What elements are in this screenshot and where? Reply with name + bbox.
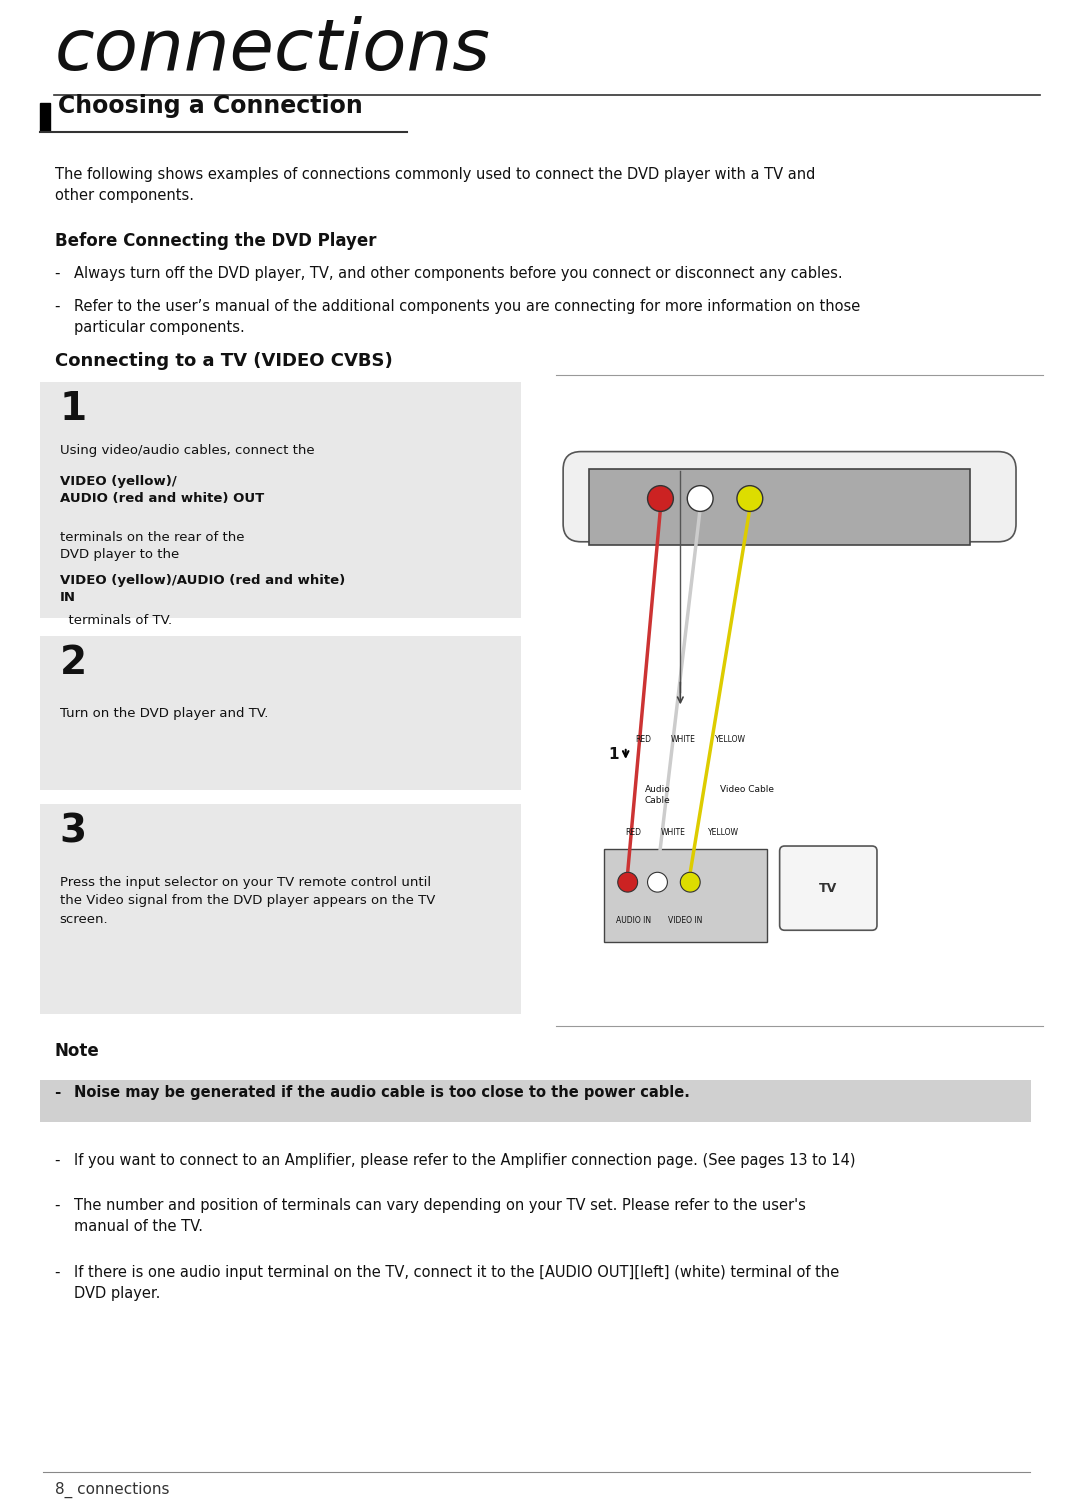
Text: TV: TV bbox=[819, 881, 837, 895]
Text: 3: 3 bbox=[59, 813, 86, 851]
Text: Noise may be generated if the audio cable is too close to the power cable.: Noise may be generated if the audio cabl… bbox=[75, 1085, 690, 1100]
Text: Note: Note bbox=[55, 1043, 99, 1061]
Text: Video Cable: Video Cable bbox=[720, 784, 774, 793]
Text: terminals on the rear of the
DVD player to the: terminals on the rear of the DVD player … bbox=[59, 530, 244, 561]
Text: The number and position of terminals can vary depending on your TV set. Please r: The number and position of terminals can… bbox=[75, 1198, 807, 1234]
FancyBboxPatch shape bbox=[604, 849, 767, 943]
Bar bbox=[40, 103, 50, 130]
Circle shape bbox=[737, 485, 762, 511]
Text: connections: connections bbox=[55, 17, 490, 85]
Text: -: - bbox=[55, 1085, 60, 1100]
Text: Before Connecting the DVD Player: Before Connecting the DVD Player bbox=[55, 231, 376, 249]
FancyBboxPatch shape bbox=[40, 804, 522, 1014]
Text: VIDEO IN: VIDEO IN bbox=[669, 916, 702, 925]
Text: Connecting to a TV (VIDEO CVBS): Connecting to a TV (VIDEO CVBS) bbox=[55, 352, 392, 370]
Text: WHITE: WHITE bbox=[671, 734, 696, 743]
Text: Choosing a Connection: Choosing a Connection bbox=[57, 94, 363, 118]
Text: 2: 2 bbox=[59, 644, 86, 681]
Circle shape bbox=[687, 485, 713, 511]
Text: -: - bbox=[55, 266, 60, 281]
FancyBboxPatch shape bbox=[40, 636, 522, 790]
Text: If there is one audio input terminal on the TV, connect it to the [AUDIO OUT][le: If there is one audio input terminal on … bbox=[75, 1265, 840, 1301]
Text: terminals of TV.: terminals of TV. bbox=[59, 613, 172, 627]
Text: Always turn off the DVD player, TV, and other components before you connect or d: Always turn off the DVD player, TV, and … bbox=[75, 266, 843, 281]
Text: 1: 1 bbox=[608, 748, 619, 763]
Text: Turn on the DVD player and TV.: Turn on the DVD player and TV. bbox=[59, 707, 268, 721]
Circle shape bbox=[680, 872, 700, 891]
Text: AUDIO IN: AUDIO IN bbox=[616, 916, 651, 925]
Text: 1: 1 bbox=[59, 390, 86, 428]
Text: VIDEO (yellow)/
AUDIO (red and white) OUT: VIDEO (yellow)/ AUDIO (red and white) OU… bbox=[59, 476, 264, 505]
Text: RED: RED bbox=[635, 734, 651, 743]
FancyBboxPatch shape bbox=[40, 382, 522, 618]
Text: Audio
Cable: Audio Cable bbox=[645, 784, 671, 805]
Text: -: - bbox=[55, 1153, 60, 1168]
FancyBboxPatch shape bbox=[40, 1080, 1031, 1121]
Text: If you want to connect to an Amplifier, please refer to the Amplifier connection: If you want to connect to an Amplifier, … bbox=[75, 1153, 856, 1168]
Text: -: - bbox=[55, 1198, 60, 1213]
Text: WHITE: WHITE bbox=[661, 828, 686, 837]
Text: 8_ connections: 8_ connections bbox=[55, 1482, 170, 1499]
Text: -: - bbox=[55, 1265, 60, 1280]
Text: VIDEO (yellow)/AUDIO (red and white)
IN: VIDEO (yellow)/AUDIO (red and white) IN bbox=[59, 574, 345, 604]
FancyBboxPatch shape bbox=[780, 846, 877, 931]
Circle shape bbox=[618, 872, 637, 891]
Text: Refer to the user’s manual of the additional components you are connecting for m: Refer to the user’s manual of the additi… bbox=[75, 299, 861, 335]
Text: YELLOW: YELLOW bbox=[707, 828, 739, 837]
Text: The following shows examples of connections commonly used to connect the DVD pla: The following shows examples of connecti… bbox=[55, 168, 815, 202]
FancyBboxPatch shape bbox=[563, 452, 1016, 542]
Text: RED: RED bbox=[625, 828, 642, 837]
Circle shape bbox=[648, 872, 667, 891]
FancyBboxPatch shape bbox=[589, 470, 970, 545]
Text: Using video/audio cables, connect the: Using video/audio cables, connect the bbox=[59, 444, 319, 456]
Text: Press the input selector on your TV remote control until
the Video signal from t: Press the input selector on your TV remo… bbox=[59, 876, 435, 926]
Circle shape bbox=[648, 485, 673, 511]
Text: YELLOW: YELLOW bbox=[715, 734, 745, 743]
Text: -: - bbox=[55, 299, 60, 314]
